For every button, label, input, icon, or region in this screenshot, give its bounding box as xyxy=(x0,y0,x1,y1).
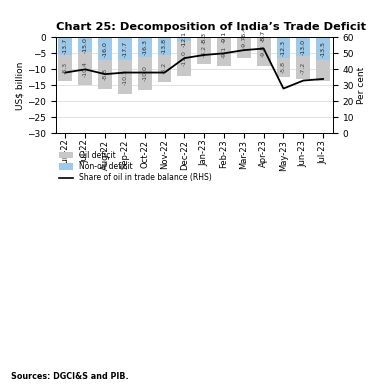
Text: -8.3: -8.3 xyxy=(202,31,207,43)
Text: -10.3: -10.3 xyxy=(122,69,127,85)
Text: -16.0: -16.0 xyxy=(102,41,107,57)
Text: Chart 25: Decomposition of India’s Trade Deficit: Chart 25: Decomposition of India’s Trade… xyxy=(56,22,365,32)
Text: Sources: DGCI&S and PIB.: Sources: DGCI&S and PIB. xyxy=(11,372,129,381)
Y-axis label: US$ billion: US$ billion xyxy=(15,61,24,109)
Bar xyxy=(296,56,310,79)
Bar xyxy=(138,37,152,58)
Bar xyxy=(277,37,290,58)
Bar xyxy=(178,41,191,76)
Text: -13.5: -13.5 xyxy=(320,41,326,57)
Bar xyxy=(158,37,171,55)
Bar xyxy=(158,55,171,81)
Text: -8.2: -8.2 xyxy=(202,45,207,57)
Bar xyxy=(78,52,92,85)
Bar xyxy=(296,37,310,56)
Text: -12.1: -12.1 xyxy=(182,31,187,47)
Bar xyxy=(98,60,112,89)
Bar xyxy=(178,37,191,41)
Bar xyxy=(316,60,330,81)
Text: -9.8: -9.8 xyxy=(261,45,266,57)
Text: -16.3: -16.3 xyxy=(142,40,147,55)
Text: -10.0: -10.0 xyxy=(142,66,147,81)
Bar xyxy=(118,60,132,94)
Bar xyxy=(58,55,72,81)
Text: -13.7: -13.7 xyxy=(63,38,68,54)
Text: -8.7: -8.7 xyxy=(261,30,266,42)
Bar xyxy=(98,37,112,60)
Bar xyxy=(237,27,251,37)
Bar xyxy=(58,37,72,55)
Text: -7.2: -7.2 xyxy=(301,61,306,74)
Text: -9.1: -9.1 xyxy=(221,31,226,43)
Text: -6.4: -6.4 xyxy=(241,26,246,38)
Y-axis label: Per cent: Per cent xyxy=(357,67,366,104)
Text: -13.8: -13.8 xyxy=(162,38,167,54)
Text: -9.1: -9.1 xyxy=(221,46,226,58)
Bar xyxy=(237,27,251,58)
Text: -10.4: -10.4 xyxy=(83,61,88,77)
Bar xyxy=(78,37,92,52)
Bar xyxy=(257,35,271,37)
Text: -5.8: -5.8 xyxy=(281,61,286,73)
Bar xyxy=(118,37,132,60)
Bar xyxy=(277,58,290,77)
Text: -13.0: -13.0 xyxy=(301,39,306,55)
Bar xyxy=(257,35,271,66)
Bar xyxy=(217,37,231,66)
Text: -12.3: -12.3 xyxy=(281,40,286,56)
Text: -11.0: -11.0 xyxy=(182,51,187,66)
Text: -17.7: -17.7 xyxy=(122,41,127,57)
Text: -9.7: -9.7 xyxy=(241,36,246,48)
Bar xyxy=(138,58,152,89)
Bar xyxy=(316,37,330,60)
Text: -8.8: -8.8 xyxy=(102,68,107,81)
Text: -15.0: -15.0 xyxy=(83,37,88,53)
Text: -8.2: -8.2 xyxy=(162,62,167,74)
Bar xyxy=(197,38,211,64)
Legend: Oil deficit, Non-oil deficit, Share of oil in trade balance (RHS): Oil deficit, Non-oil deficit, Share of o… xyxy=(59,151,212,182)
Text: -8.3: -8.3 xyxy=(63,62,68,74)
